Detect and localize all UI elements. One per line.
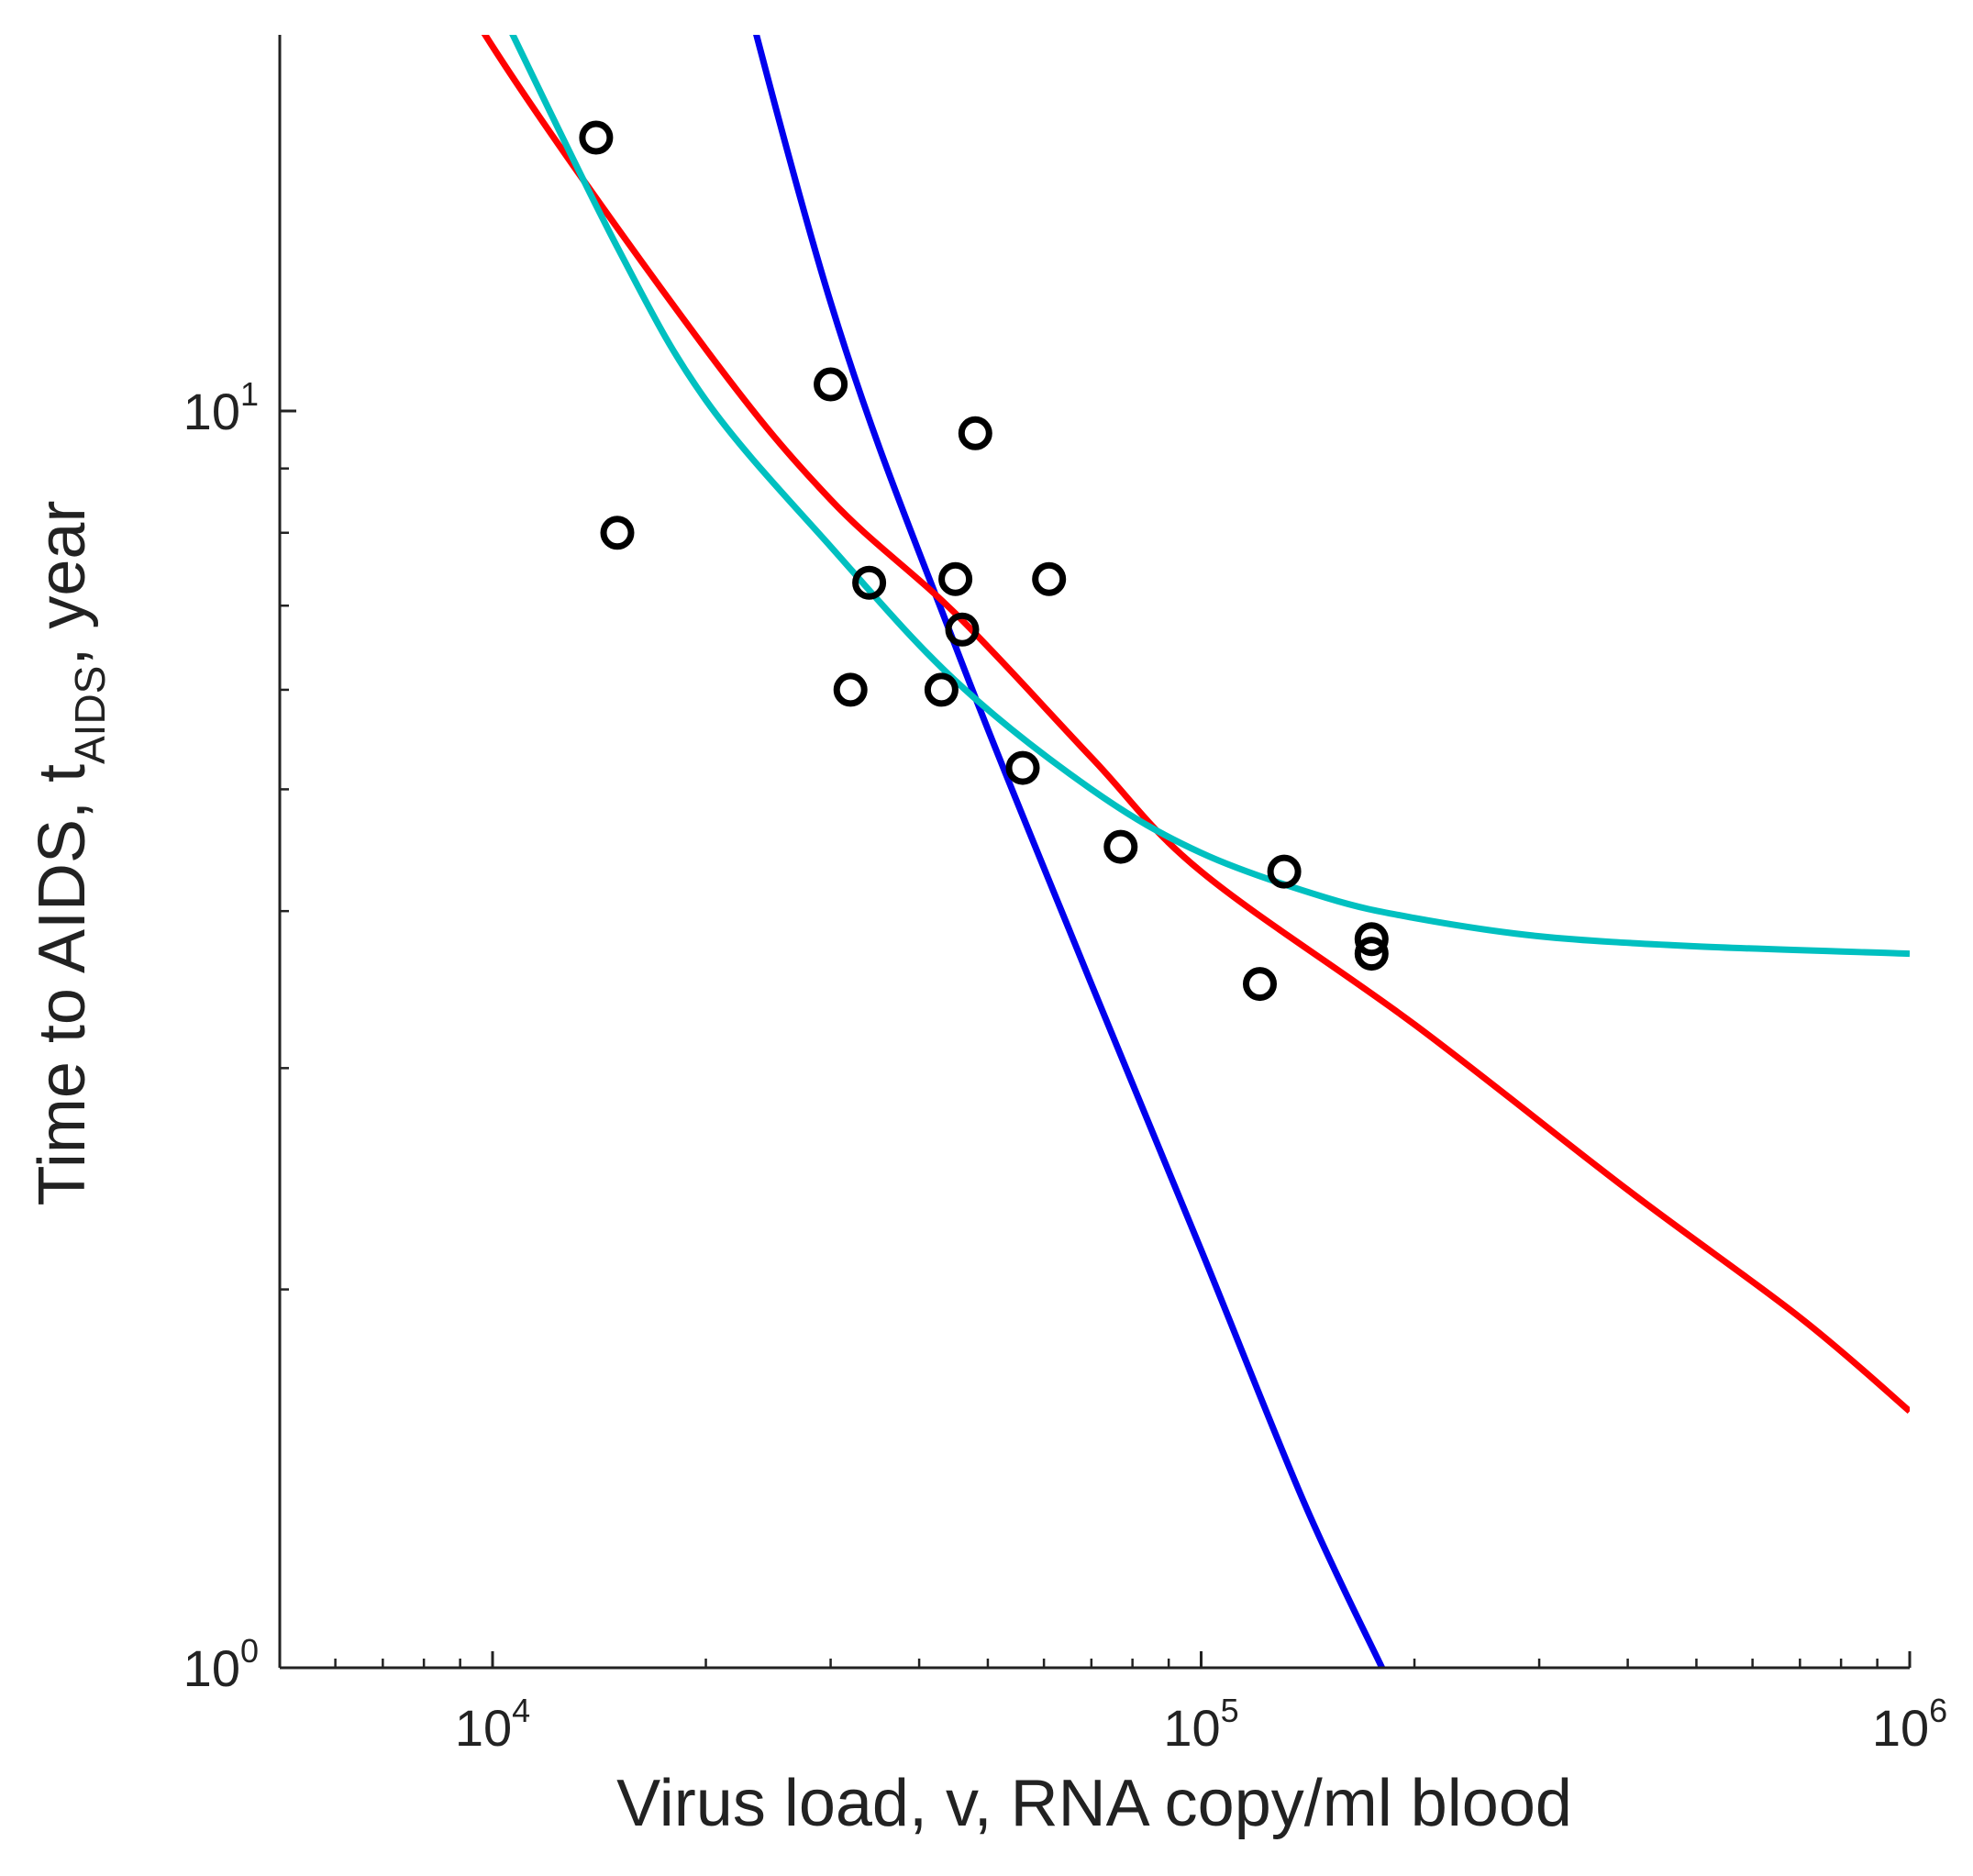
fit-line-blue-fit [753,35,1385,1668]
y-tick-label-exponent: 0 [240,1632,259,1670]
data-point [1005,750,1040,785]
data-point [945,612,980,647]
data-point [938,561,973,596]
data-point [600,516,635,550]
data-point [1354,937,1389,971]
plot-area [481,35,1910,1668]
y-axis-label-subscript: AIDS [66,666,114,764]
x-tick-label: 105 [1163,1692,1238,1757]
data-point [958,416,992,450]
x-axis-label: Virus load, v, RNA copy/ml blood [616,1767,1572,1840]
x-tick-label-base: 10 [455,1699,512,1757]
x-tick-label: 106 [1872,1692,1947,1757]
data-point [1243,967,1277,1002]
data-point [1103,829,1138,864]
x-tick-label: 104 [455,1692,530,1757]
data-point [1032,561,1067,596]
y-tick-label: 101 [183,375,259,440]
data-point [924,672,959,707]
y-axis-label: Time to AIDS, tAIDS, year [26,501,114,1206]
data-point [814,367,848,402]
fit-line-cyan-fit [509,35,1910,958]
data-point [579,120,614,155]
data-point [852,565,887,600]
scatter-points [579,120,1389,1002]
x-tick-label-base: 10 [1872,1699,1929,1757]
x-tick-label-exponent: 4 [512,1692,530,1729]
y-tick-label-exponent: 1 [240,375,259,413]
y-tick-label-base: 10 [183,383,240,440]
y-axis-label-main: Time to AIDS, t [26,764,99,1205]
y-axis-label-suffix: , year [26,501,99,666]
x-ticks: 104 105 106 [334,1651,1947,1757]
x-tick-label-base: 10 [1163,1699,1220,1757]
y-tick-label: 100 [183,1632,259,1697]
x-tick-label-exponent: 6 [1929,1692,1947,1729]
fit-lines [481,35,1910,1668]
data-point [1354,922,1389,957]
data-point [1267,854,1302,889]
x-tick-label-exponent: 5 [1221,1692,1239,1729]
data-point [833,672,868,707]
y-tick-label-base: 10 [183,1639,240,1697]
